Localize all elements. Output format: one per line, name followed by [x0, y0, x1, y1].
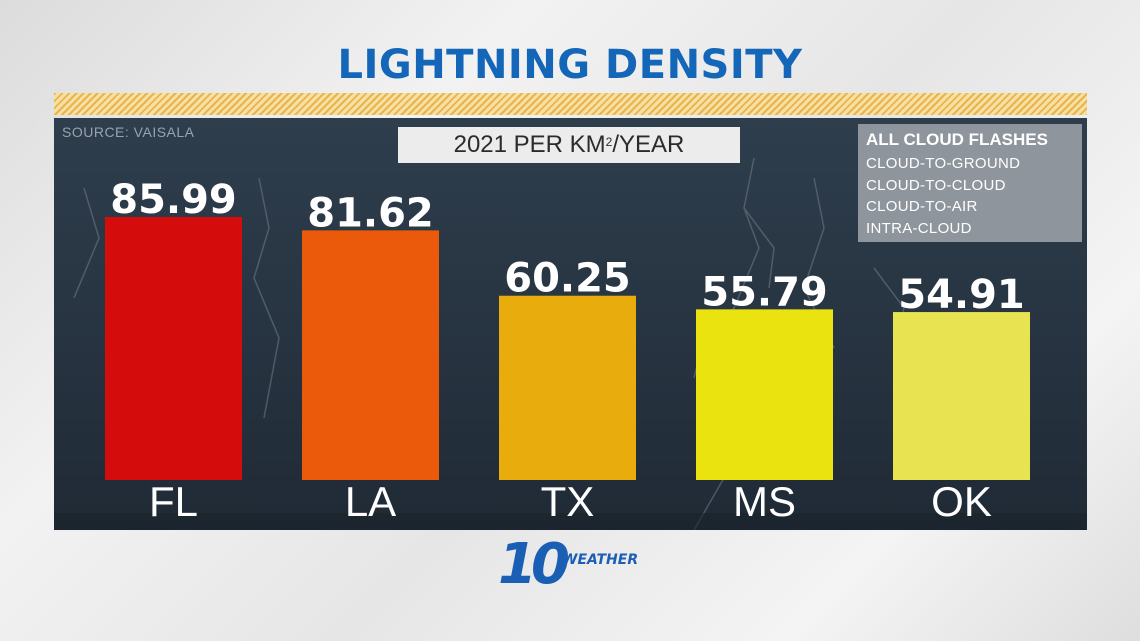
legend-item: CLOUD-TO-CLOUD — [866, 176, 1006, 194]
value-label-ms: 55.79 — [701, 269, 828, 315]
legend-item: INTRA-CLOUD — [866, 219, 972, 237]
value-label-la: 81.62 — [307, 190, 434, 236]
subtitle-box: 2021 PER KM 2/YEAR — [398, 127, 740, 163]
bar-la — [302, 230, 439, 480]
bar-tx — [499, 295, 636, 480]
value-label-tx: 60.25 — [504, 256, 631, 302]
subtitle-tail: /YEAR — [612, 131, 685, 158]
category-label-la: LA — [345, 478, 396, 525]
category-label-fl: FL — [149, 478, 198, 525]
legend-box: ALL CLOUD FLASHES CLOUD-TO-GROUND CLOUD-… — [858, 124, 1082, 242]
bar-fl — [105, 217, 242, 480]
logo-word: WEATHER — [562, 552, 639, 568]
value-label-ok: 54.91 — [898, 272, 1025, 318]
category-label-tx: TX — [541, 478, 595, 525]
subtitle-main: 2021 PER KM — [453, 131, 606, 158]
bar-chart: 85.99 FL 81.62 LA 60.25 TX 55.79 MS 54.91 OK — [105, 177, 1030, 525]
bar-ms — [696, 309, 833, 480]
subtitle-superscript: 2 — [605, 135, 613, 149]
value-label-fl: 85.99 — [110, 177, 237, 223]
category-label-ok: OK — [931, 478, 992, 525]
category-label-ms: MS — [733, 478, 796, 525]
legend-item: CLOUD-TO-AIR — [866, 198, 978, 215]
logo-number: 10 — [498, 532, 570, 597]
chart-panel: SOURCE: VAISALA 2021 PER KM 2/YEAR ALL CL… — [54, 118, 1087, 530]
source-label: SOURCE: VAISALA — [62, 124, 195, 140]
legend-heading: ALL CLOUD FLASHES — [866, 130, 1048, 149]
bar-ok — [893, 312, 1030, 480]
chart-title: LIGHTNING DENSITY — [337, 42, 803, 88]
station-logo: 10 WEATHER — [498, 532, 648, 597]
decorative-stripe — [54, 93, 1087, 115]
legend-item: CLOUD-TO-GROUND — [866, 155, 1021, 172]
